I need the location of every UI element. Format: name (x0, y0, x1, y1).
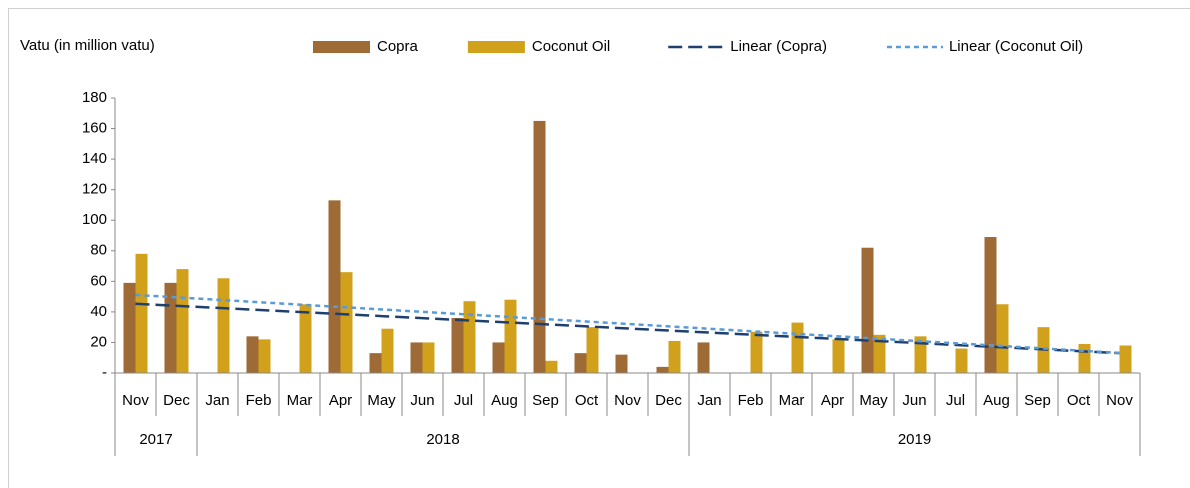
legend-swatch (467, 41, 525, 53)
x-tick-label: Nov (1106, 392, 1133, 409)
x-tick-label: Jan (697, 392, 721, 409)
bar (463, 301, 476, 373)
y-tick-label: 20 (90, 333, 107, 350)
bar (410, 342, 423, 373)
x-tick-label: Jun (902, 392, 926, 409)
bar (217, 278, 230, 373)
x-tick-label: Sep (1024, 392, 1051, 409)
y-tick-label: 180 (82, 89, 107, 106)
y-tick-label: 40 (90, 303, 107, 320)
x-tick-label: May (859, 392, 888, 409)
x-group-label: 2018 (426, 431, 459, 448)
y-tick-label: 140 (82, 150, 107, 167)
x-tick-label: Apr (821, 392, 844, 409)
x-tick-label: Nov (614, 392, 641, 409)
trendline (135, 302, 1120, 355)
bar (492, 342, 505, 373)
x-tick-label: Feb (738, 392, 764, 409)
bar (328, 200, 341, 373)
x-tick-label: Dec (655, 392, 682, 409)
bar (545, 360, 558, 373)
bar (574, 353, 587, 373)
x-tick-label: Sep (532, 392, 559, 409)
bar (451, 318, 464, 373)
x-tick-label: Nov (122, 392, 149, 409)
y-tick-label: 160 (82, 120, 107, 137)
bar (533, 120, 546, 374)
bar (984, 237, 997, 373)
bar (504, 299, 517, 373)
bar (135, 253, 148, 373)
trendline (135, 293, 1120, 355)
bar (258, 339, 271, 373)
bar (861, 247, 874, 373)
y-tick-label: 60 (90, 272, 107, 289)
x-tick-label: Feb (246, 392, 272, 409)
bar (914, 336, 927, 373)
x-group-label: 2019 (898, 431, 931, 448)
bar (873, 334, 886, 373)
legend-label: Linear (Copra) (730, 38, 827, 55)
y-axis-label: Vatu (in million vatu) (20, 37, 155, 54)
x-group-label: 2017 (139, 431, 172, 448)
bar (123, 282, 136, 373)
bar (697, 342, 710, 373)
legend-label: Linear (Coconut Oil) (949, 38, 1083, 55)
legend-swatch (313, 41, 370, 53)
legend-label: Coconut Oil (532, 38, 610, 55)
bar (1119, 345, 1132, 373)
bar (340, 272, 353, 373)
bar (246, 336, 259, 373)
x-tick-label: Aug (491, 392, 518, 409)
bar (299, 304, 312, 373)
bar (381, 328, 394, 373)
bar (750, 331, 763, 373)
bar (615, 354, 628, 373)
x-tick-label: Apr (329, 392, 352, 409)
x-tick-label: Jul (454, 392, 473, 409)
bar (668, 340, 681, 373)
bar (996, 304, 1009, 373)
bar (656, 366, 669, 373)
x-tick-label: May (367, 392, 396, 409)
bar (176, 269, 189, 373)
y-tick-label: 80 (90, 242, 107, 259)
bar (791, 322, 804, 373)
x-tick-label: Oct (1067, 392, 1091, 409)
bar (1078, 343, 1091, 373)
bar (586, 327, 599, 373)
bar (955, 348, 968, 373)
bar (369, 353, 382, 373)
chart-frame (8, 8, 1190, 488)
x-tick-label: Mar (779, 392, 805, 409)
x-tick-label: Dec (163, 392, 190, 409)
x-tick-label: Jan (205, 392, 229, 409)
y-tick-label: 120 (82, 181, 107, 198)
x-tick-label: Mar (287, 392, 313, 409)
legend-label: Copra (377, 38, 419, 55)
x-tick-label: Jun (410, 392, 434, 409)
bar (832, 339, 845, 373)
y-tick-label: 100 (82, 211, 107, 228)
x-tick-label: Oct (575, 392, 599, 409)
y-tick-label: - (102, 364, 107, 381)
bar (422, 342, 435, 373)
x-tick-label: Jul (946, 392, 965, 409)
x-tick-label: Aug (983, 392, 1010, 409)
